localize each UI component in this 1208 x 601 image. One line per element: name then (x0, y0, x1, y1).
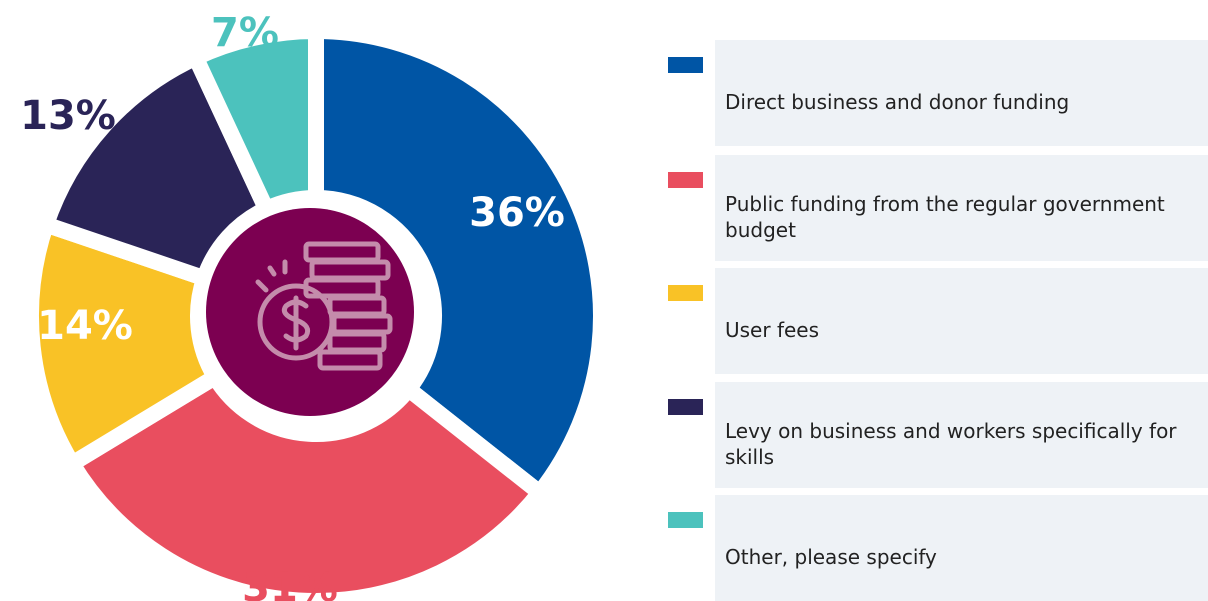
legend-entry: Direct business and donor funding (715, 40, 1208, 146)
legend-entry: Other, please specify (715, 495, 1208, 601)
slices (23, 22, 609, 601)
slice (35, 46, 277, 289)
slice (23, 214, 227, 475)
legend-swatch (668, 399, 703, 415)
slice (185, 22, 324, 220)
coin-icon (255, 241, 393, 371)
legend-swatch (668, 172, 703, 188)
value-label: 7% (211, 10, 279, 56)
value-label: 31% (242, 565, 338, 601)
slice (308, 22, 609, 504)
legend-entry: Public funding from the regular governme… (715, 155, 1208, 261)
value-label: 13% (20, 93, 116, 139)
legend-entry: Levy on business and workers specificall… (715, 382, 1208, 488)
legend-entry: User fees (715, 268, 1208, 374)
legend-swatch (668, 57, 703, 73)
slice (61, 366, 551, 601)
value-label: 36% (469, 190, 565, 236)
legend-swatch (668, 285, 703, 301)
legend-swatch (668, 512, 703, 528)
value-label: 14% (37, 303, 133, 349)
